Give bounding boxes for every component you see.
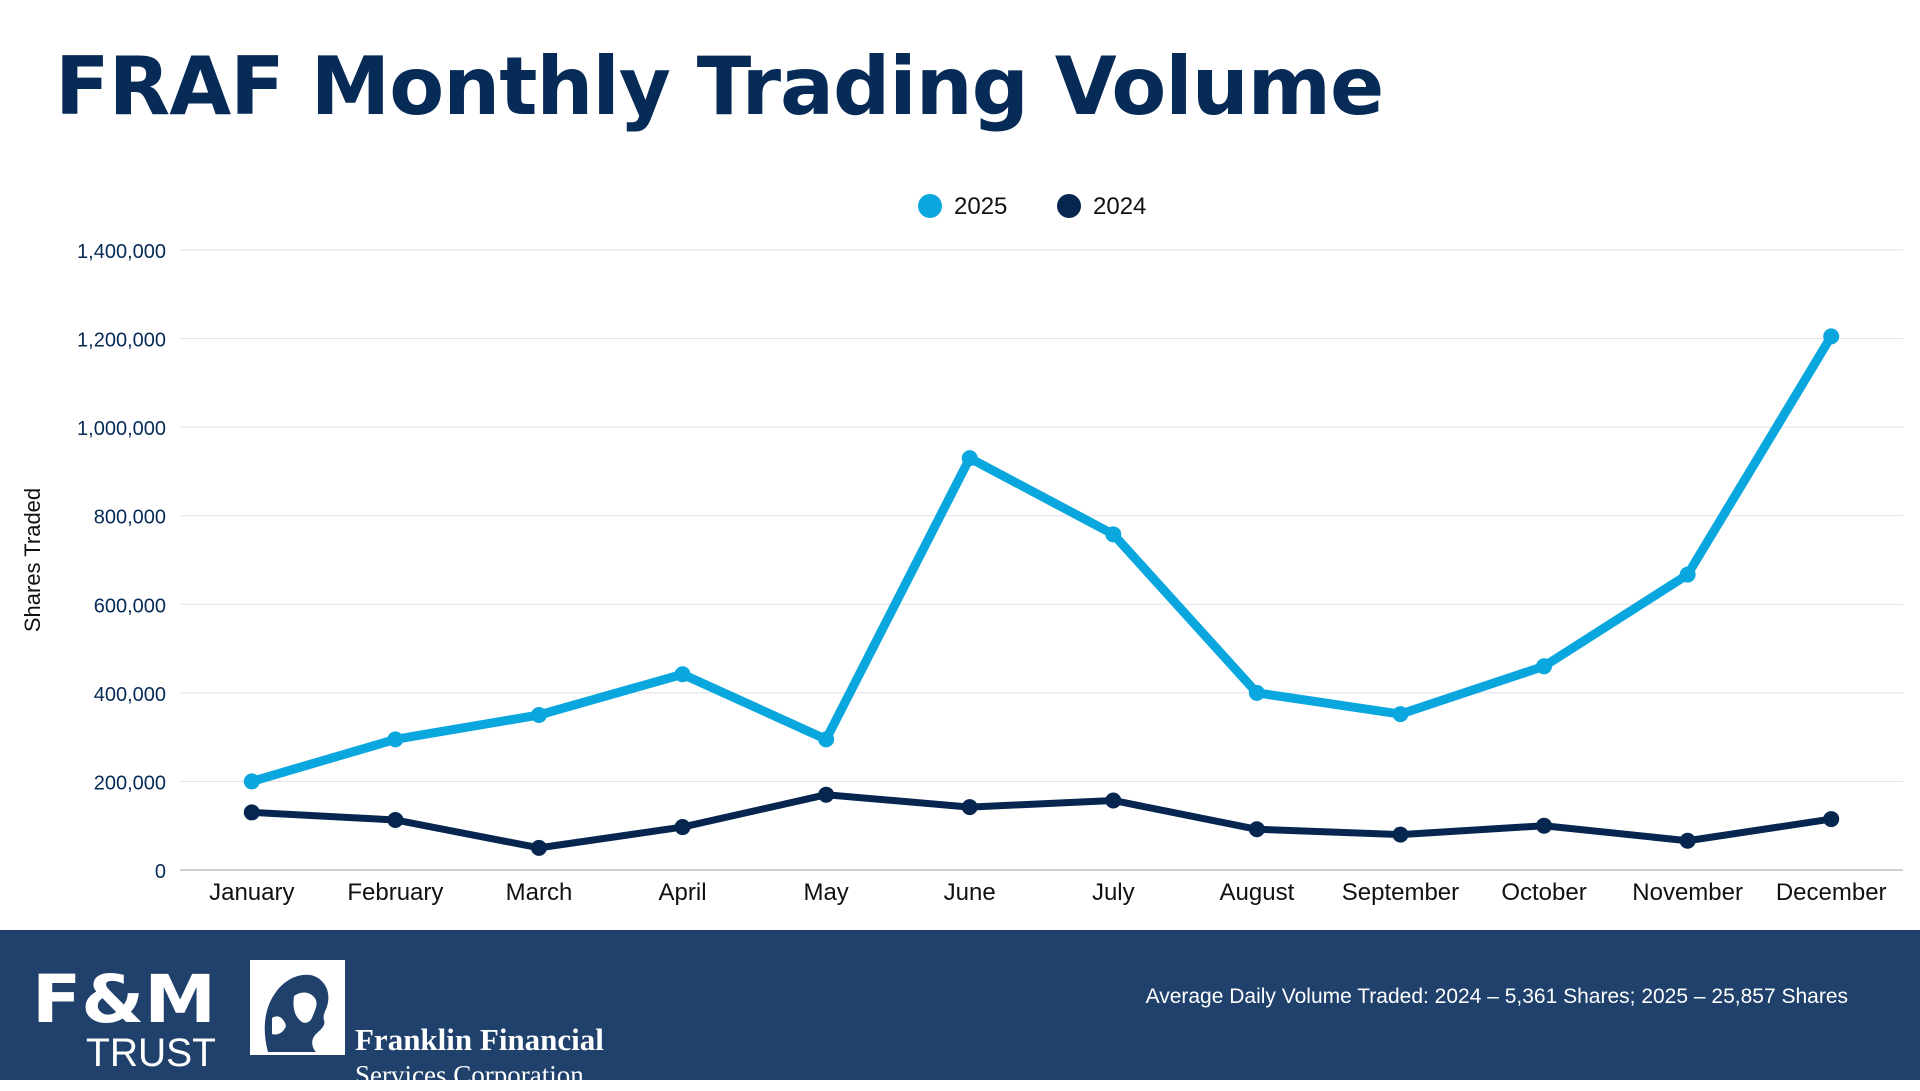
x-tick-label: July xyxy=(1092,879,1135,906)
line-chart: 0 200,000 400,000 600,000 800,000 1,000,000 1,… xyxy=(20,193,1903,906)
y-tick-label: 200,000 xyxy=(94,772,166,794)
series-2024 xyxy=(243,786,1840,856)
x-tick-label: October xyxy=(1501,879,1586,906)
x-tick-label: May xyxy=(803,879,848,906)
data-point xyxy=(243,804,260,821)
data-point xyxy=(387,731,404,748)
data-point xyxy=(961,799,978,816)
legend-label-2024: 2024 xyxy=(1093,193,1146,220)
y-tick-label: 0 xyxy=(155,861,166,883)
data-point xyxy=(530,707,547,723)
x-tick-label: February xyxy=(347,879,443,906)
data-point xyxy=(1392,826,1409,843)
data-point xyxy=(818,786,835,803)
y-tick-label: 600,000 xyxy=(94,595,166,617)
footer-bar: F&M TRUST Franklin Financial Services Co… xyxy=(0,930,1920,1090)
franklin-financial-logo: Franklin Financial Services Corporation xyxy=(250,960,604,1090)
series-line-2025 xyxy=(247,331,1836,786)
average-volume-note: Average Daily Volume Traded: 2024 – 5,36… xyxy=(1145,985,1848,1008)
legend-marker-2024 xyxy=(1057,194,1081,218)
data-point xyxy=(961,450,978,467)
x-axis-ticks: January February March April May June July Augu… xyxy=(209,879,1886,906)
data-point xyxy=(1536,658,1553,675)
legend: 2025 2024 xyxy=(918,193,1146,220)
data-point xyxy=(1392,706,1409,723)
grid-lines xyxy=(180,249,1903,871)
data-point xyxy=(1105,526,1122,543)
data-point xyxy=(1536,817,1553,834)
y-tick-label: 1,400,000 xyxy=(77,241,166,263)
page-title: FRAF Monthly Trading Volume xyxy=(55,40,1384,133)
legend-label-2025: 2025 xyxy=(954,193,1007,220)
x-tick-label: August xyxy=(1220,879,1295,906)
y-axis-ticks: 0 200,000 400,000 600,000 800,000 1,000,000 1,… xyxy=(77,241,166,883)
y-tick-label: 400,000 xyxy=(94,684,166,706)
data-point xyxy=(1679,566,1696,583)
svg-text:F&M: F&M xyxy=(32,961,216,1038)
y-tick-label: 1,000,000 xyxy=(77,418,166,440)
y-tick-label: 800,000 xyxy=(94,507,166,529)
data-point xyxy=(1823,811,1840,828)
series-layer xyxy=(243,328,1840,856)
x-tick-label: November xyxy=(1632,879,1743,906)
data-point xyxy=(530,839,547,856)
y-axis-label: Shares Traded xyxy=(20,488,45,632)
franklin-financial-name: Franklin Financial xyxy=(355,1022,604,1057)
franklin-financial-subtitle: Services Corporation xyxy=(355,1060,584,1090)
data-point xyxy=(243,773,260,790)
x-tick-label: April xyxy=(659,879,707,906)
x-tick-label: December xyxy=(1776,879,1887,906)
data-point xyxy=(674,666,691,683)
data-point xyxy=(1248,821,1265,838)
series-2025 xyxy=(243,328,1840,790)
svg-text:TRUST: TRUST xyxy=(86,1031,216,1070)
data-point xyxy=(1823,328,1840,345)
series-line-2024 xyxy=(248,791,1835,852)
data-point xyxy=(387,811,404,828)
data-point xyxy=(674,819,691,836)
x-tick-label: March xyxy=(506,879,573,906)
franklin-portrait-icon xyxy=(250,960,345,1055)
fm-trust-logo: F&M TRUST xyxy=(32,961,216,1070)
data-point xyxy=(1248,684,1265,701)
legend-marker-2025 xyxy=(918,194,942,218)
data-point xyxy=(1679,832,1696,849)
x-tick-label: January xyxy=(209,879,294,906)
data-point xyxy=(818,731,835,748)
x-tick-label: September xyxy=(1342,879,1459,906)
y-tick-label: 1,200,000 xyxy=(77,330,166,352)
data-point xyxy=(1105,792,1122,809)
x-tick-label: June xyxy=(944,879,996,906)
